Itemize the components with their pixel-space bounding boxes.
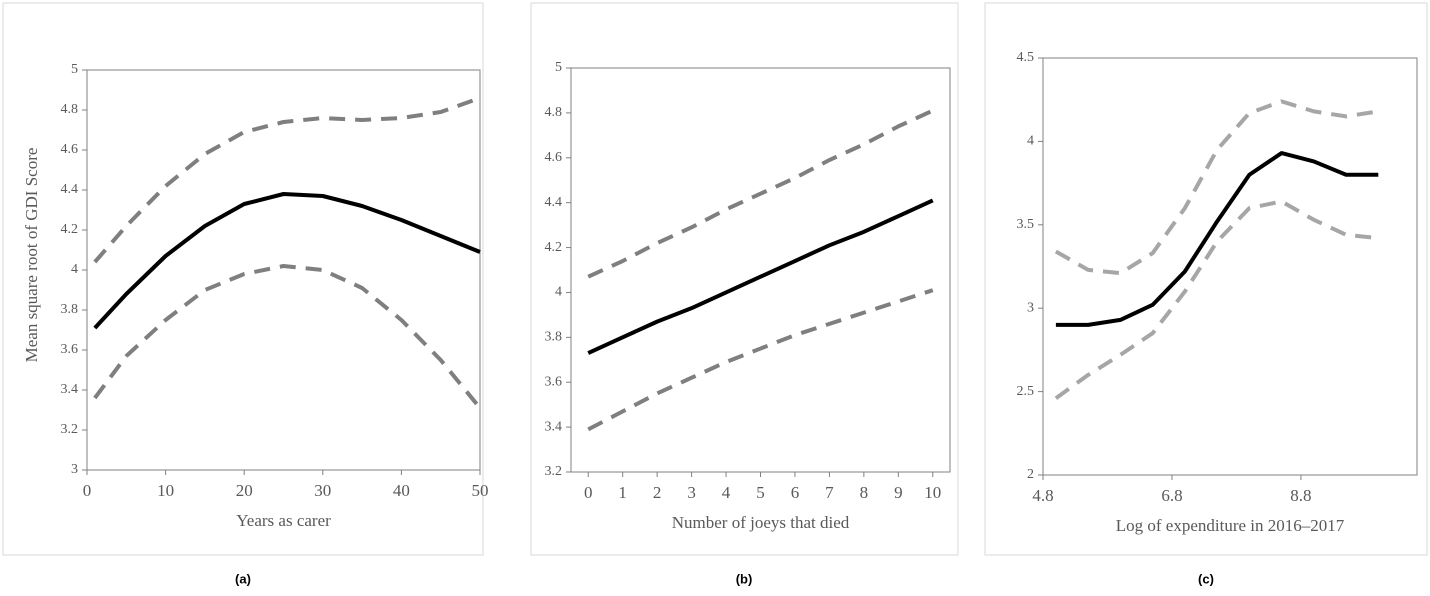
y-tick-label: 4.6 [545, 150, 563, 165]
panel-frame [984, 2, 1428, 556]
x-axis-label: Log of expenditure in 2016–2017 [1116, 516, 1345, 535]
series-line [587, 108, 934, 279]
panel-caption: (a) [235, 571, 251, 586]
x-tick-label: 4.8 [1032, 486, 1053, 505]
panel-caption: (b) [736, 571, 753, 586]
x-tick-label: 50 [472, 481, 489, 500]
y-tick-label: 4.2 [545, 240, 563, 255]
y-tick-label: 4.6 [61, 142, 79, 157]
y-tick-label: 4.8 [61, 102, 79, 117]
panel-caption: (c) [1198, 571, 1214, 586]
series-line [93, 96, 481, 264]
panel-frame [530, 2, 959, 556]
series-line [1054, 99, 1379, 276]
x-tick-label: 8.8 [1290, 486, 1311, 505]
series-line [93, 264, 482, 410]
y-tick-label: 3.5 [1017, 217, 1035, 232]
y-tick-label: 4 [555, 285, 562, 300]
x-tick-label: 3 [687, 483, 696, 502]
x-axis-label: Years as carer [236, 511, 331, 530]
x-tick-label: 0 [83, 481, 92, 500]
series-line [587, 198, 934, 355]
x-tick-label: 40 [393, 481, 410, 500]
series-line [1054, 199, 1379, 400]
y-tick-label: 4.4 [545, 195, 563, 210]
plot-frame [86, 69, 481, 471]
y-tick-label: 4 [71, 262, 78, 277]
y-axis-label: Mean square root of GDI Score [22, 148, 41, 363]
x-tick-label: 10 [924, 483, 941, 502]
x-tick-label: 6.8 [1161, 486, 1182, 505]
y-tick-label: 4.8 [545, 105, 563, 120]
x-tick-label: 8 [860, 483, 869, 502]
x-tick-label: 30 [314, 481, 331, 500]
x-tick-label: 7 [825, 483, 834, 502]
y-tick-label: 4.2 [61, 222, 79, 237]
y-tick-label: 5 [555, 60, 562, 75]
series-line [93, 192, 481, 330]
y-tick-label: 4.5 [1017, 50, 1035, 65]
x-axis-label: Number of joeys that died [672, 513, 850, 532]
y-tick-label: 3.2 [545, 464, 563, 479]
x-tick-label: 5 [756, 483, 765, 502]
panel-frame [2, 2, 484, 556]
x-tick-label: 4 [722, 483, 731, 502]
series-line [1055, 151, 1379, 327]
x-tick-label: 2 [653, 483, 662, 502]
y-tick-label: 3 [71, 462, 78, 477]
y-tick-label: 5 [71, 62, 78, 77]
y-tick-label: 3.6 [545, 374, 563, 389]
x-tick-label: 6 [791, 483, 800, 502]
x-tick-label: 20 [236, 481, 253, 500]
y-tick-label: 2 [1027, 467, 1034, 482]
y-tick-label: 3.8 [61, 302, 79, 317]
y-tick-label: 3.6 [61, 342, 79, 357]
plot-frame [1042, 57, 1418, 476]
y-tick-label: 3.4 [61, 382, 79, 397]
x-tick-label: 9 [894, 483, 903, 502]
series-line [587, 288, 934, 432]
y-tick-label: 2.5 [1017, 384, 1035, 399]
y-tick-label: 3.8 [545, 330, 563, 345]
x-tick-label: 10 [157, 481, 174, 500]
y-tick-label: 3 [1027, 300, 1034, 315]
x-tick-label: 0 [584, 483, 593, 502]
x-tick-label: 1 [618, 483, 627, 502]
y-tick-label: 4.4 [61, 182, 79, 197]
y-tick-label: 3.2 [61, 422, 79, 437]
y-tick-label: 3.4 [545, 419, 563, 434]
y-tick-label: 4 [1027, 134, 1034, 149]
